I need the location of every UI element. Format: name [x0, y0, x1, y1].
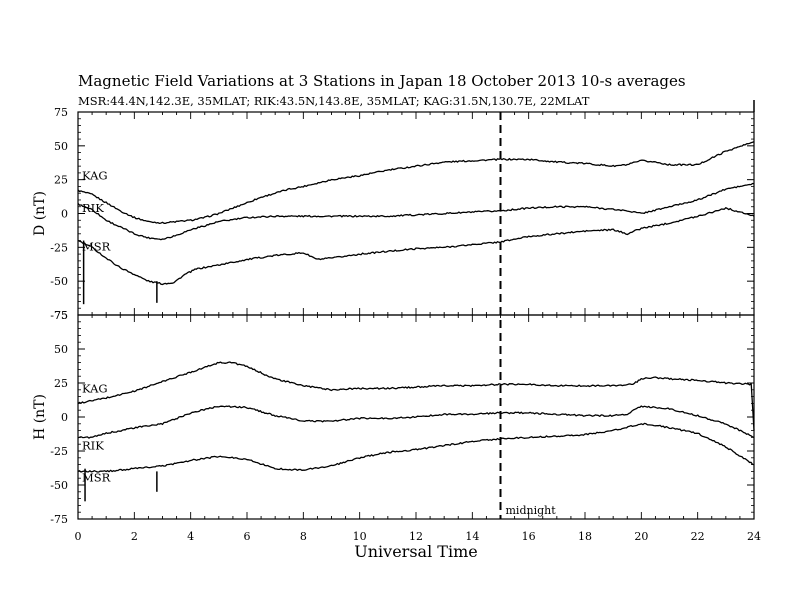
x-tick-label: 20	[634, 530, 648, 543]
page-subtitle: MSR:44.4N,142.3E, 35MLAT; RIK:43.5N,143.…	[78, 94, 590, 108]
x-tick-label: 16	[522, 530, 536, 543]
series-label-msr: MSR	[82, 240, 111, 254]
page-title: Magnetic Field Variations at 3 Stations …	[78, 72, 686, 90]
x-tick-label: 22	[691, 530, 705, 543]
x-tick-label: 4	[187, 530, 194, 543]
y-tick-label: -75	[50, 309, 68, 322]
panel-frame	[77, 111, 755, 316]
h-component-panel: 75 50 25 0 -25 -50 -75 H (nT) KAG RIK MSR	[32, 309, 755, 526]
x-tick-label: 6	[244, 530, 251, 543]
y-tick-label: 0	[61, 411, 68, 424]
series-line-msr	[77, 207, 755, 286]
y-axis-title: H (nT)	[32, 394, 48, 440]
y-tick-label: -25	[50, 445, 68, 458]
series-line-rik	[77, 182, 755, 241]
y-tick-label: 50	[54, 140, 68, 153]
x-tick-label: 12	[409, 530, 423, 543]
x-tick-label: 2	[131, 530, 138, 543]
y-tick-label: 75	[54, 106, 68, 119]
y-tick-label: -25	[50, 241, 68, 254]
y-tick-label: 50	[54, 343, 68, 356]
x-tick-label: 24	[747, 530, 761, 543]
series-label-kag: KAG	[82, 168, 108, 182]
series-label-kag: KAG	[82, 381, 108, 395]
midnight-annotation: midnight	[506, 504, 557, 517]
d-component-panel: 75 50 25 0 -25 -50 -75 D (nT) KAG RIK MSR	[32, 106, 755, 322]
y-tick-label: -75	[50, 513, 68, 526]
series-label-msr: MSR	[82, 470, 111, 484]
x-tick-label: 14	[465, 530, 479, 543]
y-axis-title: D (nT)	[32, 191, 48, 236]
x-tick-label: 10	[353, 530, 367, 543]
y-tick-label: 25	[54, 174, 68, 187]
series-line-rik	[77, 405, 755, 439]
x-tick-label: 18	[578, 530, 592, 543]
series-label-rik: RIK	[82, 438, 104, 452]
y-tick-label: -50	[50, 479, 68, 492]
y-tick-label: 75	[54, 309, 68, 322]
series-line-kag	[77, 141, 755, 225]
y-tick-label: 25	[54, 377, 68, 390]
x-tick-label: 0	[75, 530, 82, 543]
y-tick-label: 0	[61, 208, 68, 221]
x-tick-label: 8	[300, 530, 307, 543]
series-label-rik: RIK	[82, 201, 104, 215]
series-line-msr	[77, 422, 755, 473]
x-axis-title: Universal Time	[354, 542, 477, 561]
y-tick-label: -50	[50, 275, 68, 288]
series-line-kag	[77, 361, 755, 431]
